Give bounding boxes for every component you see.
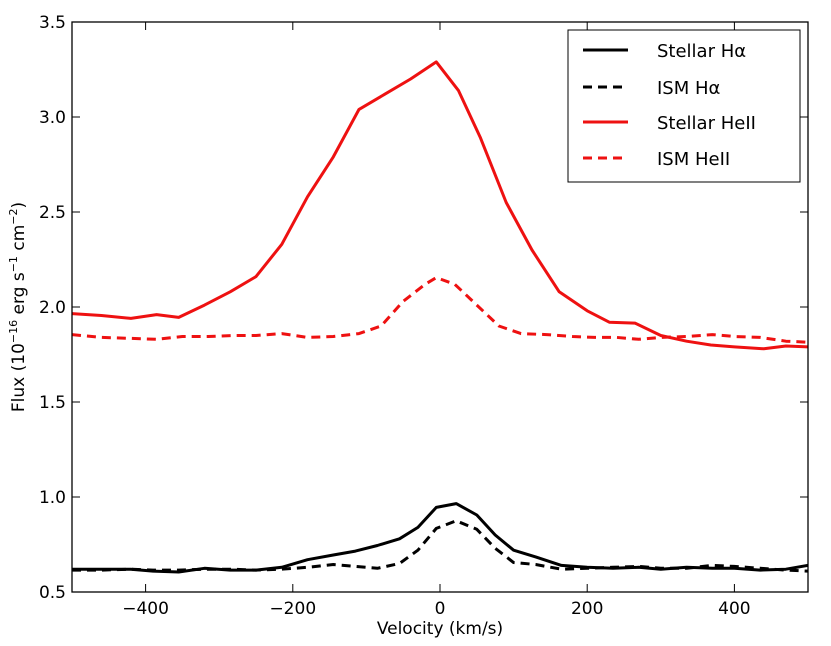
legend-label-stellar-heii: Stellar HeII <box>657 113 756 134</box>
legend: Stellar Hα ISM Hα Stellar HeII ISM HeII <box>567 29 801 183</box>
x-tick-label: −200 <box>269 599 316 619</box>
x-tick-label: 0 <box>435 599 446 619</box>
x-tick-label: −400 <box>122 599 169 619</box>
y-tick-label: 1.0 <box>39 488 66 508</box>
legend-label-stellar-halpha: Stellar Hα <box>657 41 746 62</box>
y-tick-label: 3.0 <box>39 108 66 128</box>
y-tick-label: 1.5 <box>39 393 66 413</box>
x-tick-label: 400 <box>718 599 750 619</box>
series-line-ism-heii <box>72 276 808 344</box>
y-tick-label: 3.5 <box>39 13 66 33</box>
series-line-ism-halpha <box>72 519 808 573</box>
series-line-stellar-halpha <box>72 502 808 574</box>
x-tick-label: 200 <box>571 599 603 619</box>
legend-label-ism-halpha: ISM Hα <box>657 78 720 99</box>
y-tick-label: 2.0 <box>39 298 66 318</box>
x-axis: −400 −200 0 200 400 <box>122 22 751 619</box>
y-axis: 0.5 1.0 1.5 2.0 2.5 3.0 3.5 <box>39 13 808 603</box>
series-line-stellar-heii <box>72 60 808 351</box>
y-axis-label: Flux (10−16 erg s−1 cm−2) <box>7 202 29 412</box>
y-tick-label: 0.5 <box>39 583 66 603</box>
legend-label-ism-heii: ISM HeII <box>657 149 730 170</box>
series-layer <box>72 60 808 574</box>
x-axis-label: Velocity (km/s) <box>377 619 503 639</box>
y-tick-label: 2.5 <box>39 203 66 223</box>
